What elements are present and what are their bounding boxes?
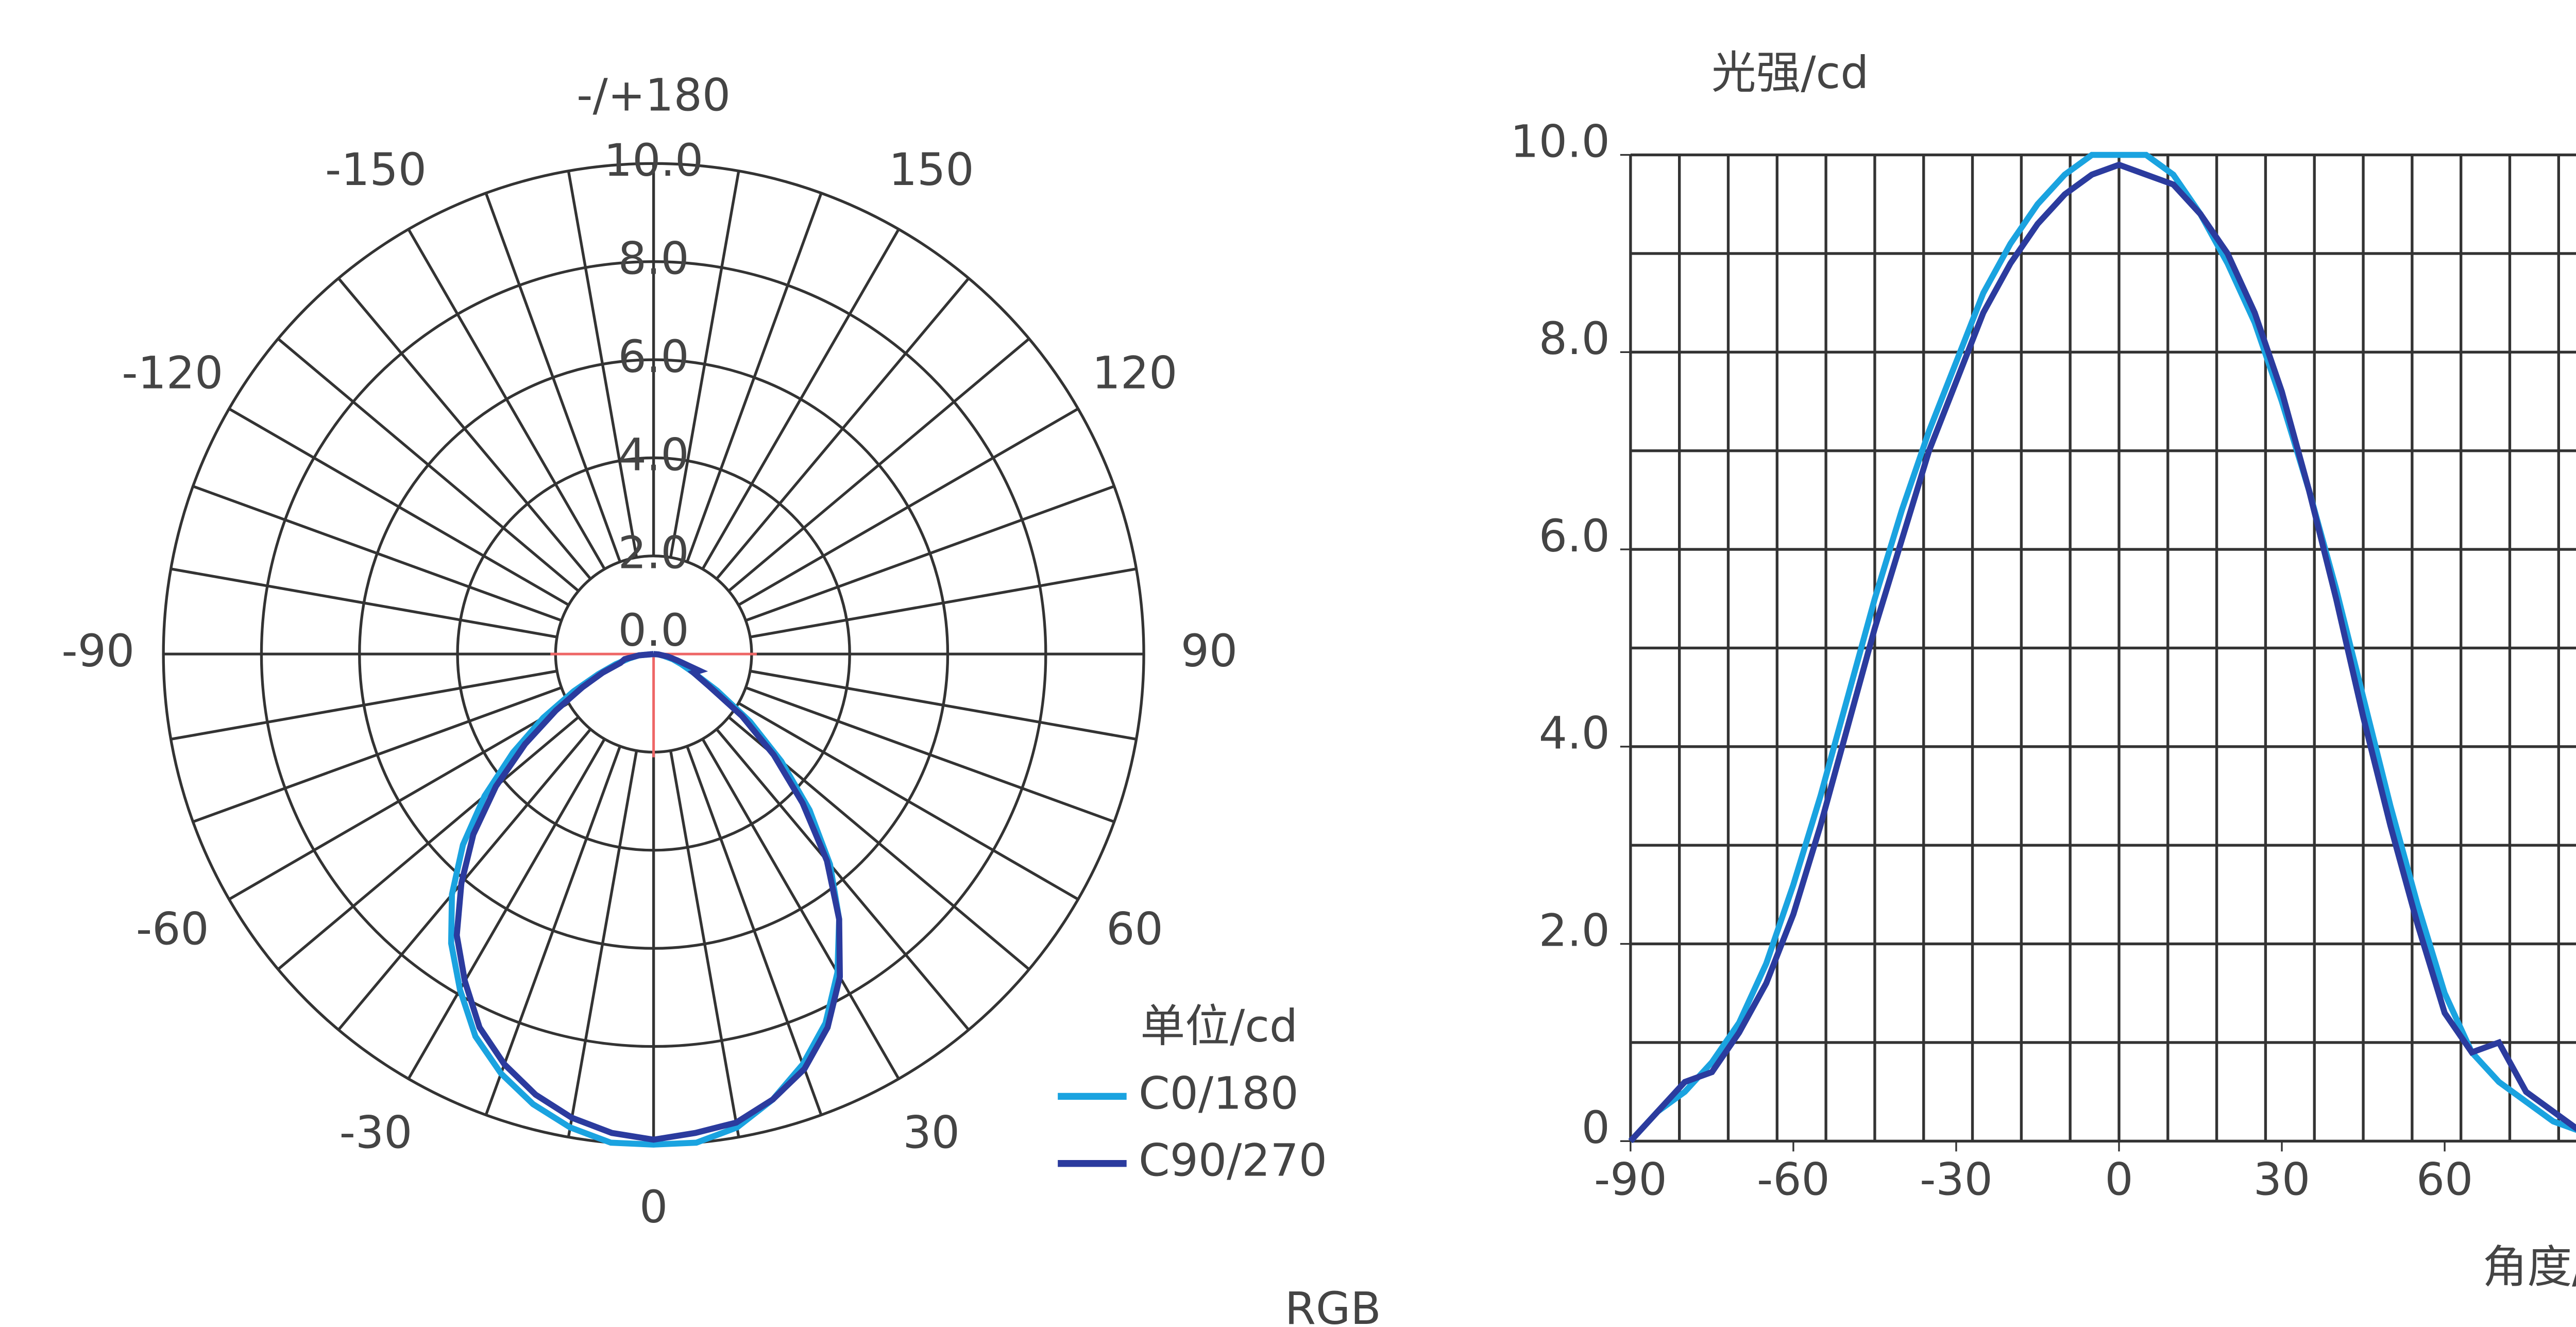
polar-curve [453,651,843,1143]
grid-circle [358,358,950,950]
x-tick-label: 60 [2416,1153,2473,1205]
theta-tick-label: 0 [639,1181,668,1233]
y-tick-label: 6.0 [1539,510,1610,562]
r-tick-label: 6.0 [618,331,689,383]
r-tick-label: 0.0 [618,604,689,657]
theta-tick-label: 90 [1181,625,1238,677]
line-series [1628,161,2576,1144]
r-tick-label: 4.0 [618,429,689,481]
theta-tick-label: -150 [325,144,427,196]
theta-tick-label: -60 [136,903,209,955]
y-tick-label: 10.0 [1511,115,1610,167]
legend-label: C0/180 [1139,1067,1299,1119]
theta-tick-label: -30 [340,1106,413,1158]
line-series [1628,152,2576,1144]
legend-label: C90/270 [1139,1135,1327,1187]
legend-title: 单位/cd [1140,1000,1298,1052]
x-tick-label: -30 [1920,1153,1993,1205]
figure-title: RGB [1285,1283,1381,1327]
x-tick-label: 30 [2253,1153,2310,1205]
grid-circle [260,260,1047,1048]
y-tick-label: 2.0 [1539,904,1610,956]
r-tick-label: 2.0 [618,527,689,579]
y-tick-label: 4.0 [1539,708,1610,760]
theta-tick-label: 60 [1106,903,1163,955]
theta-tick-label: 120 [1092,347,1178,399]
y-axis-label: 光强/cd [1711,47,1869,99]
x-tick-label: -60 [1757,1153,1830,1205]
r-tick-label: 10.0 [604,135,703,187]
grid-circle [456,456,851,852]
theta-tick-label: 30 [903,1106,960,1158]
x-tick-label: -90 [1594,1153,1667,1205]
theta-tick-label: -90 [61,625,134,677]
theta-tick-label: -/+180 [577,69,731,121]
y-tick-label: 0 [1582,1102,1610,1154]
r-tick-label: 8.0 [618,233,689,285]
theta-tick-label: 150 [889,144,974,196]
theta-tick-label: -120 [122,347,223,399]
x-axis-label: 角度/o [2483,1241,2576,1294]
y-tick-label: 8.0 [1539,313,1610,365]
x-tick-label: 0 [2105,1153,2133,1205]
